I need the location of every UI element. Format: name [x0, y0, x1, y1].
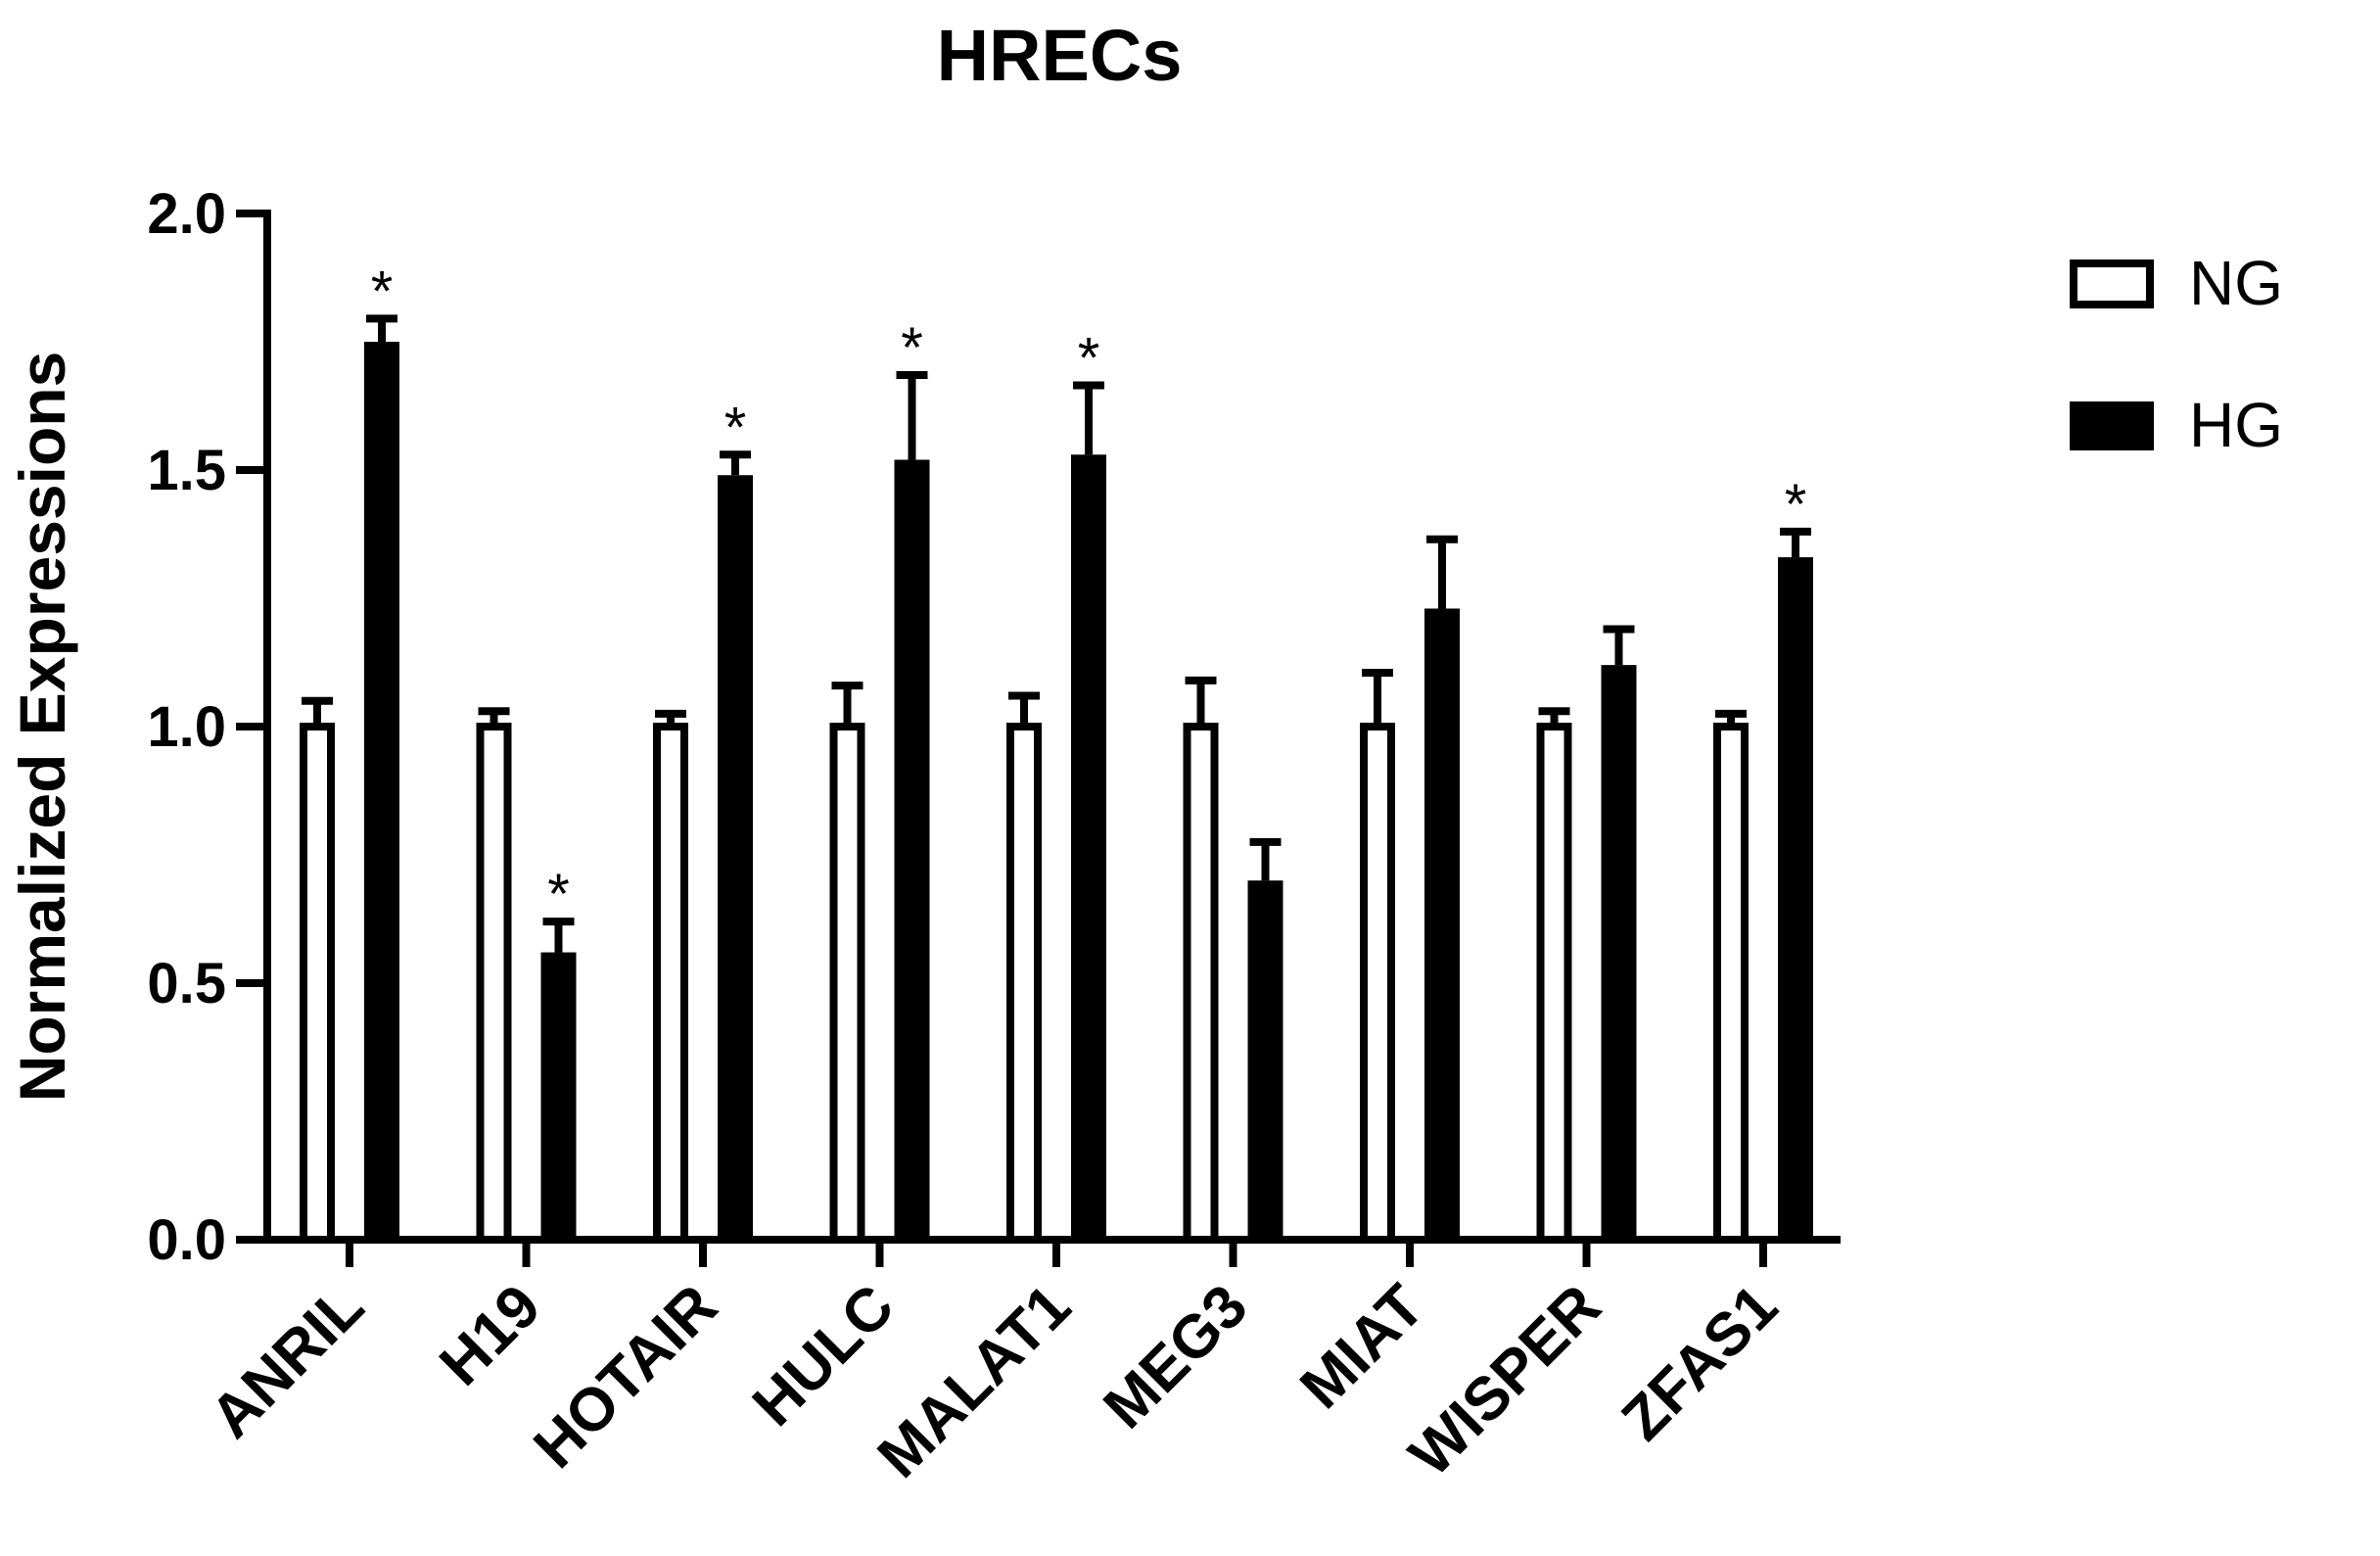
error-bar-hg-meg3 — [1249, 837, 1282, 881]
bar-hg-meg3 — [1247, 880, 1283, 1240]
error-bars-group — [302, 314, 1811, 953]
category-label-meg3: MEG3 — [1091, 1272, 1260, 1441]
bar-ng-hotair — [653, 723, 688, 1244]
bars-group — [300, 342, 1813, 1244]
bar-ng-malat1 — [1006, 723, 1042, 1244]
error-bar-hg-h19 — [542, 918, 575, 953]
category-label-anril: ANRIL — [198, 1272, 377, 1451]
legend-swatch-hg — [2070, 401, 2154, 450]
category-label-wisper: WISPER — [1397, 1272, 1614, 1489]
category-label-h19: H19 — [427, 1272, 553, 1398]
significance-marker-h19: * — [547, 863, 570, 926]
y-tick-label: 1.5 — [147, 439, 226, 502]
bar-ng-zfas1 — [1713, 723, 1749, 1244]
bar-ng-h19 — [476, 723, 512, 1244]
bar-hg-anril — [364, 342, 399, 1240]
significance-marker-hulc: * — [901, 316, 923, 380]
x-axis — [263, 1236, 1841, 1267]
legend-item-hg: HG — [2070, 390, 2283, 460]
bar-ng-miat — [1360, 723, 1395, 1244]
category-label-hotair: HOTAIR — [521, 1272, 730, 1482]
legend: NG HG — [2070, 248, 2283, 460]
error-bar-ng-miat — [1362, 668, 1393, 727]
error-bar-ng-wisper — [1538, 707, 1570, 727]
significance-marker-hotair: * — [724, 396, 747, 459]
significance-marker-malat1: * — [1078, 327, 1100, 391]
category-label-miat: MIAT — [1287, 1272, 1437, 1422]
error-bar-ng-h19 — [478, 707, 510, 727]
error-bar-hg-miat — [1426, 535, 1458, 609]
error-bar-ng-zfas1 — [1715, 709, 1747, 727]
error-bar-hg-anril — [366, 314, 397, 342]
legend-item-ng: NG — [2070, 248, 2283, 318]
bar-hg-wisper — [1601, 665, 1637, 1240]
category-label-zfas1: ZFAS1 — [1610, 1272, 1791, 1453]
error-bar-hg-wisper — [1603, 625, 1635, 666]
legend-label-hg: HG — [2189, 390, 2283, 460]
y-tick-label: 0.0 — [147, 1208, 226, 1272]
bar-ng-anril — [300, 723, 335, 1244]
y-tick-label: 2.0 — [147, 182, 226, 246]
bar-hg-miat — [1424, 608, 1460, 1240]
bar-hg-hotair — [718, 475, 753, 1240]
bar-hg-zfas1 — [1778, 557, 1813, 1240]
error-bar-ng-anril — [302, 696, 333, 727]
error-bar-ng-meg3 — [1185, 676, 1217, 727]
error-bar-hg-zfas1 — [1780, 527, 1811, 558]
significance-markers: * * * * * * — [371, 259, 1807, 926]
error-bar-hg-hotair — [720, 450, 751, 476]
category-label-malat1: MALAT1 — [865, 1272, 1084, 1490]
bar-hg-h19 — [540, 952, 577, 1240]
y-tick-label: 0.5 — [147, 952, 226, 1015]
legend-swatch-ng — [2070, 259, 2154, 308]
chart-title: HRECs — [937, 15, 1183, 96]
category-label-hulc: HULC — [740, 1272, 908, 1439]
error-bar-ng-malat1 — [1008, 691, 1040, 727]
bar-hg-malat1 — [1071, 454, 1106, 1240]
error-bar-hg-malat1 — [1073, 381, 1104, 455]
bar-ng-wisper — [1536, 723, 1572, 1244]
bar-ng-meg3 — [1183, 723, 1219, 1244]
error-bar-ng-hulc — [831, 682, 863, 727]
legend-label-ng: NG — [2189, 248, 2283, 318]
y-tick-label: 1.0 — [147, 695, 226, 759]
significance-marker-anril: * — [371, 259, 394, 323]
bar-ng-hulc — [829, 723, 865, 1244]
bar-hg-hulc — [894, 459, 930, 1240]
y-axis-label: Normalized Expressions — [6, 352, 78, 1103]
significance-marker-zfas1: * — [1785, 473, 1807, 537]
error-bar-hg-hulc — [896, 371, 928, 460]
y-axis: 0.0 0.5 1.0 1.5 2.0 — [147, 182, 271, 1272]
error-bar-ng-hotair — [655, 709, 686, 727]
